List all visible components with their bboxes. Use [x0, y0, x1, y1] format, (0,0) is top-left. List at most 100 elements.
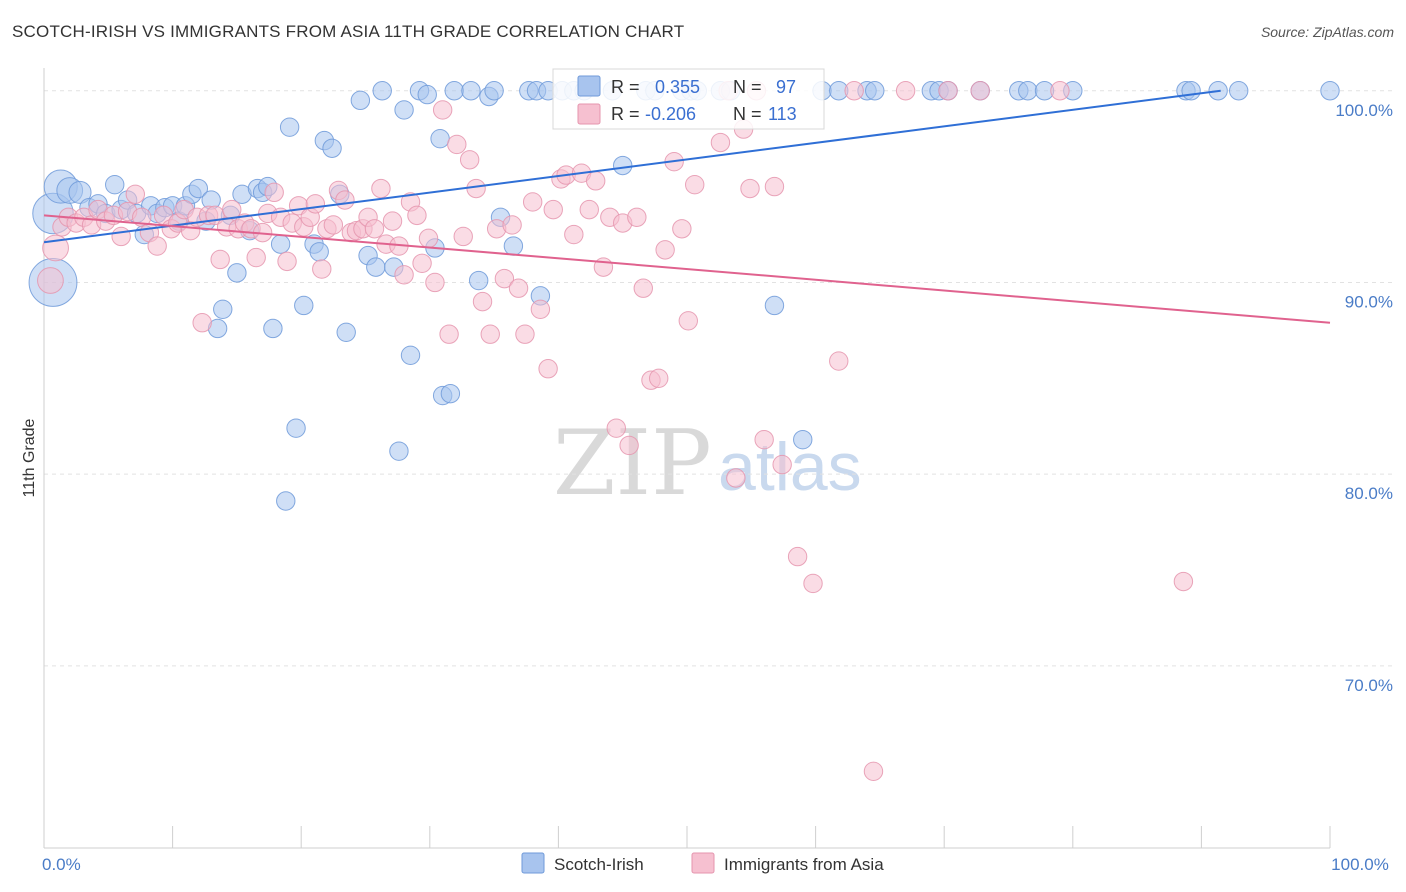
- immigrants-asia-point-87: [606, 418, 626, 438]
- legend-swatch-scotch-irish: [521, 852, 545, 874]
- legend-swatch-immigrants-asia: [691, 852, 715, 874]
- stats-n-value-1: 97: [776, 77, 796, 97]
- immigrants-asia-point-65: [453, 226, 473, 247]
- x-tick-labels: 0.0% 100.0%: [42, 855, 1389, 874]
- scotch-irish-point-55: [430, 128, 450, 149]
- scotch-irish-trend-line: [43, 89, 1221, 244]
- legend: Scotch-Irish Immigrants from Asia: [521, 852, 884, 874]
- immigrants-asia-point-93: [649, 368, 669, 389]
- immigrants-asia-point-36: [277, 251, 297, 272]
- scotch-irish-point-33: [270, 234, 291, 254]
- immigrants-asia-point-73: [508, 278, 529, 298]
- y-tick-label-3: 70.0%: [1345, 676, 1393, 695]
- scotch-irish-point-50: [394, 100, 414, 120]
- immigrants-asia-point-115: [970, 81, 990, 101]
- scotch-irish-point-59: [461, 81, 481, 101]
- immigrants-asia-point-114: [938, 81, 958, 101]
- scotch-irish-point-47: [372, 81, 392, 101]
- immigrants-asia-point-13: [132, 207, 152, 227]
- immigrants-asia-point-117: [1173, 571, 1194, 592]
- immigrants-asia-point-78: [543, 199, 563, 220]
- immigrants-asia-point-103: [740, 178, 760, 199]
- immigrants-asia-point-105: [754, 429, 774, 450]
- immigrants-asia-point-97: [678, 311, 698, 331]
- scotch-irish-point-92: [1018, 81, 1038, 101]
- immigrants-asia-point-99: [710, 132, 731, 153]
- axes: [43, 68, 1331, 849]
- scotch-irish-point-43: [336, 322, 356, 343]
- scotch-irish-point-34: [276, 491, 296, 511]
- immigrants-asia-point-41: [305, 194, 326, 214]
- scotch-irish-point-73: [613, 155, 633, 176]
- immigrants-asia-point-89: [619, 435, 639, 456]
- scotch-irish-point-46: [366, 257, 386, 277]
- scotch-irish-point-26: [227, 263, 247, 283]
- immigrants-asia-point-113: [895, 81, 916, 101]
- immigrants-asia-point-52: [371, 178, 391, 199]
- scotch-irish-point-98: [1228, 81, 1249, 101]
- immigrants-asia-point-106: [764, 176, 785, 197]
- scotch-irish-point-64: [503, 236, 524, 256]
- chart-title: SCOTCH-IRISH VS IMMIGRANTS FROM ASIA 11T…: [12, 22, 685, 41]
- immigrants-asia-point-74: [515, 324, 535, 344]
- scotch-irish-point-99: [1320, 81, 1340, 101]
- immigrants-asia-point-61: [425, 272, 445, 293]
- immigrants-asia-trend-line: [43, 214, 1331, 324]
- scotch-irish-point-41: [322, 138, 342, 158]
- scotch-irish-point-36: [286, 418, 306, 438]
- immigrants-asia-point-15: [147, 236, 167, 256]
- immigrants-asia-point-94: [655, 240, 675, 260]
- immigrants-asia-point-31: [246, 247, 266, 268]
- scotch-irish-point-53: [417, 84, 437, 105]
- immigrants-asia-point-67: [466, 178, 486, 199]
- scotch-irish-point-96: [1181, 81, 1201, 101]
- immigrants-asia-point-60: [418, 228, 439, 249]
- scotch-irish-point-39: [309, 242, 329, 262]
- stats-r-value-2: -0.206: [645, 104, 696, 124]
- scotch-irish-point-32: [263, 318, 283, 339]
- scotch-irish-point-60: [468, 270, 489, 291]
- scotch-irish-point-62: [484, 81, 504, 101]
- immigrants-asia-point-107: [772, 454, 792, 475]
- watermark-zip: ZIP: [553, 411, 712, 516]
- legend-label-immigrants-asia: Immigrants from Asia: [724, 855, 884, 874]
- immigrants-asia-point-62: [432, 100, 453, 120]
- scotch-irish-point-35: [279, 117, 300, 137]
- chart-source: Source: ZipAtlas.com: [1260, 24, 1394, 40]
- immigrants-asia-point-81: [564, 224, 584, 245]
- y-tick-label-0: 100.0%: [1335, 101, 1393, 120]
- legend-label-scotch-irish: Scotch-Irish: [554, 855, 644, 874]
- immigrants-asia-point-111: [844, 81, 864, 101]
- scotch-irish-point-44: [350, 90, 371, 111]
- immigrants-asia-point-91: [633, 278, 653, 298]
- stats-pink-swatch: [577, 103, 601, 125]
- series-immigrants-asia-points: [37, 81, 1194, 782]
- stats-r-label-2: R =: [611, 104, 640, 124]
- immigrants-asia-point-58: [407, 205, 427, 226]
- immigrants-asia-point-54: [382, 211, 403, 231]
- stats-n-value-2: 113: [768, 104, 797, 124]
- immigrants-asia-point-72: [502, 215, 522, 235]
- immigrants-asia-point-69: [480, 324, 500, 344]
- y-tick-label-2: 80.0%: [1345, 484, 1393, 503]
- y-tick-label-1: 90.0%: [1345, 292, 1393, 311]
- scotch-irish-point-24: [213, 299, 233, 320]
- immigrants-asia-point-116: [1050, 81, 1070, 101]
- trend-lines: [43, 89, 1331, 324]
- scotch-irish-point-81: [764, 295, 785, 316]
- y-tick-labels: 100.0% 90.0% 80.0% 70.0%: [1335, 101, 1393, 695]
- stats-n-label-2: N =: [733, 104, 762, 124]
- immigrants-asia-point-63: [439, 324, 459, 344]
- scotch-irish-point-8: [105, 174, 125, 195]
- stats-n-label-1: N =: [733, 77, 762, 97]
- immigrants-asia-point-51: [364, 219, 385, 239]
- scotch-irish-point-82: [793, 429, 813, 450]
- stats-box: R = 0.355 N = 97 R = -0.206 N = 113: [552, 68, 825, 130]
- immigrants-asia-point-76: [530, 299, 551, 320]
- immigrants-asia-point-25: [210, 249, 230, 270]
- immigrants-asia-point-46: [335, 190, 355, 210]
- immigrants-asia-point-42: [312, 259, 332, 279]
- scotch-irish-point-20: [188, 178, 209, 199]
- immigrants-asia-point-96: [672, 219, 692, 239]
